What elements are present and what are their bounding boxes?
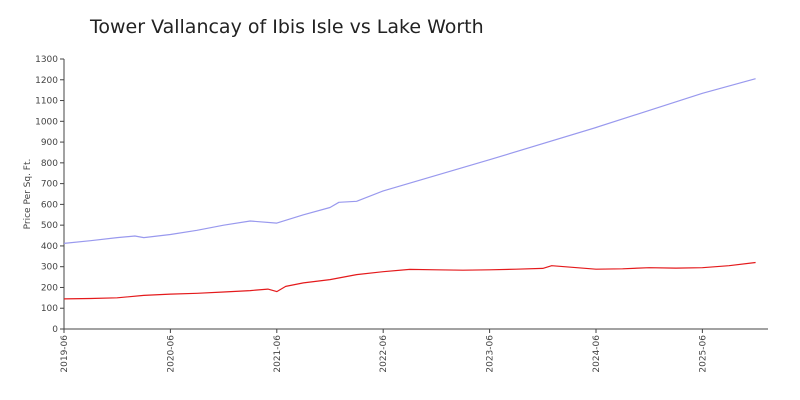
x-tick-label: 2023-06: [486, 335, 496, 373]
y-tick-label: 200: [41, 283, 58, 293]
y-tick-label: 500: [41, 221, 58, 231]
y-axis-label: Price Per Sq. Ft.: [23, 159, 33, 230]
y-tick-label: 600: [41, 200, 58, 210]
x-tick-label: 2022-06: [379, 335, 389, 373]
y-tick-label: 1300: [35, 55, 58, 65]
x-tick-label: 2020-06: [166, 335, 176, 373]
series-line-2: [63, 261, 756, 300]
y-tick-label: 100: [41, 304, 58, 314]
y-tick-label: 300: [41, 263, 58, 273]
y-tick-label: 1200: [35, 76, 58, 86]
chart-title: Tower Vallancay of Ibis Isle vs Lake Wor…: [90, 16, 484, 38]
axes: 0 100 200 300 400 500 600 700 800 900 1000 1100 1200…: [23, 55, 768, 373]
y-tick-label: 700: [41, 180, 58, 190]
x-tick-label: 2019-06: [60, 335, 70, 373]
x-tick-label: 2024-06: [592, 335, 602, 373]
x-tick-label: 2021-06: [273, 335, 283, 373]
x-tick-label: 2025-06: [698, 335, 708, 373]
y-tick-label: 800: [41, 159, 58, 169]
y-tick-label: 1100: [35, 97, 58, 107]
series-line-1: [63, 78, 756, 244]
y-tick-label: 0: [52, 325, 58, 335]
y-tick-label: 1000: [35, 117, 58, 127]
y-tick-label: 900: [41, 138, 58, 148]
series-group: [63, 78, 756, 300]
y-tick-label: 400: [41, 242, 58, 252]
